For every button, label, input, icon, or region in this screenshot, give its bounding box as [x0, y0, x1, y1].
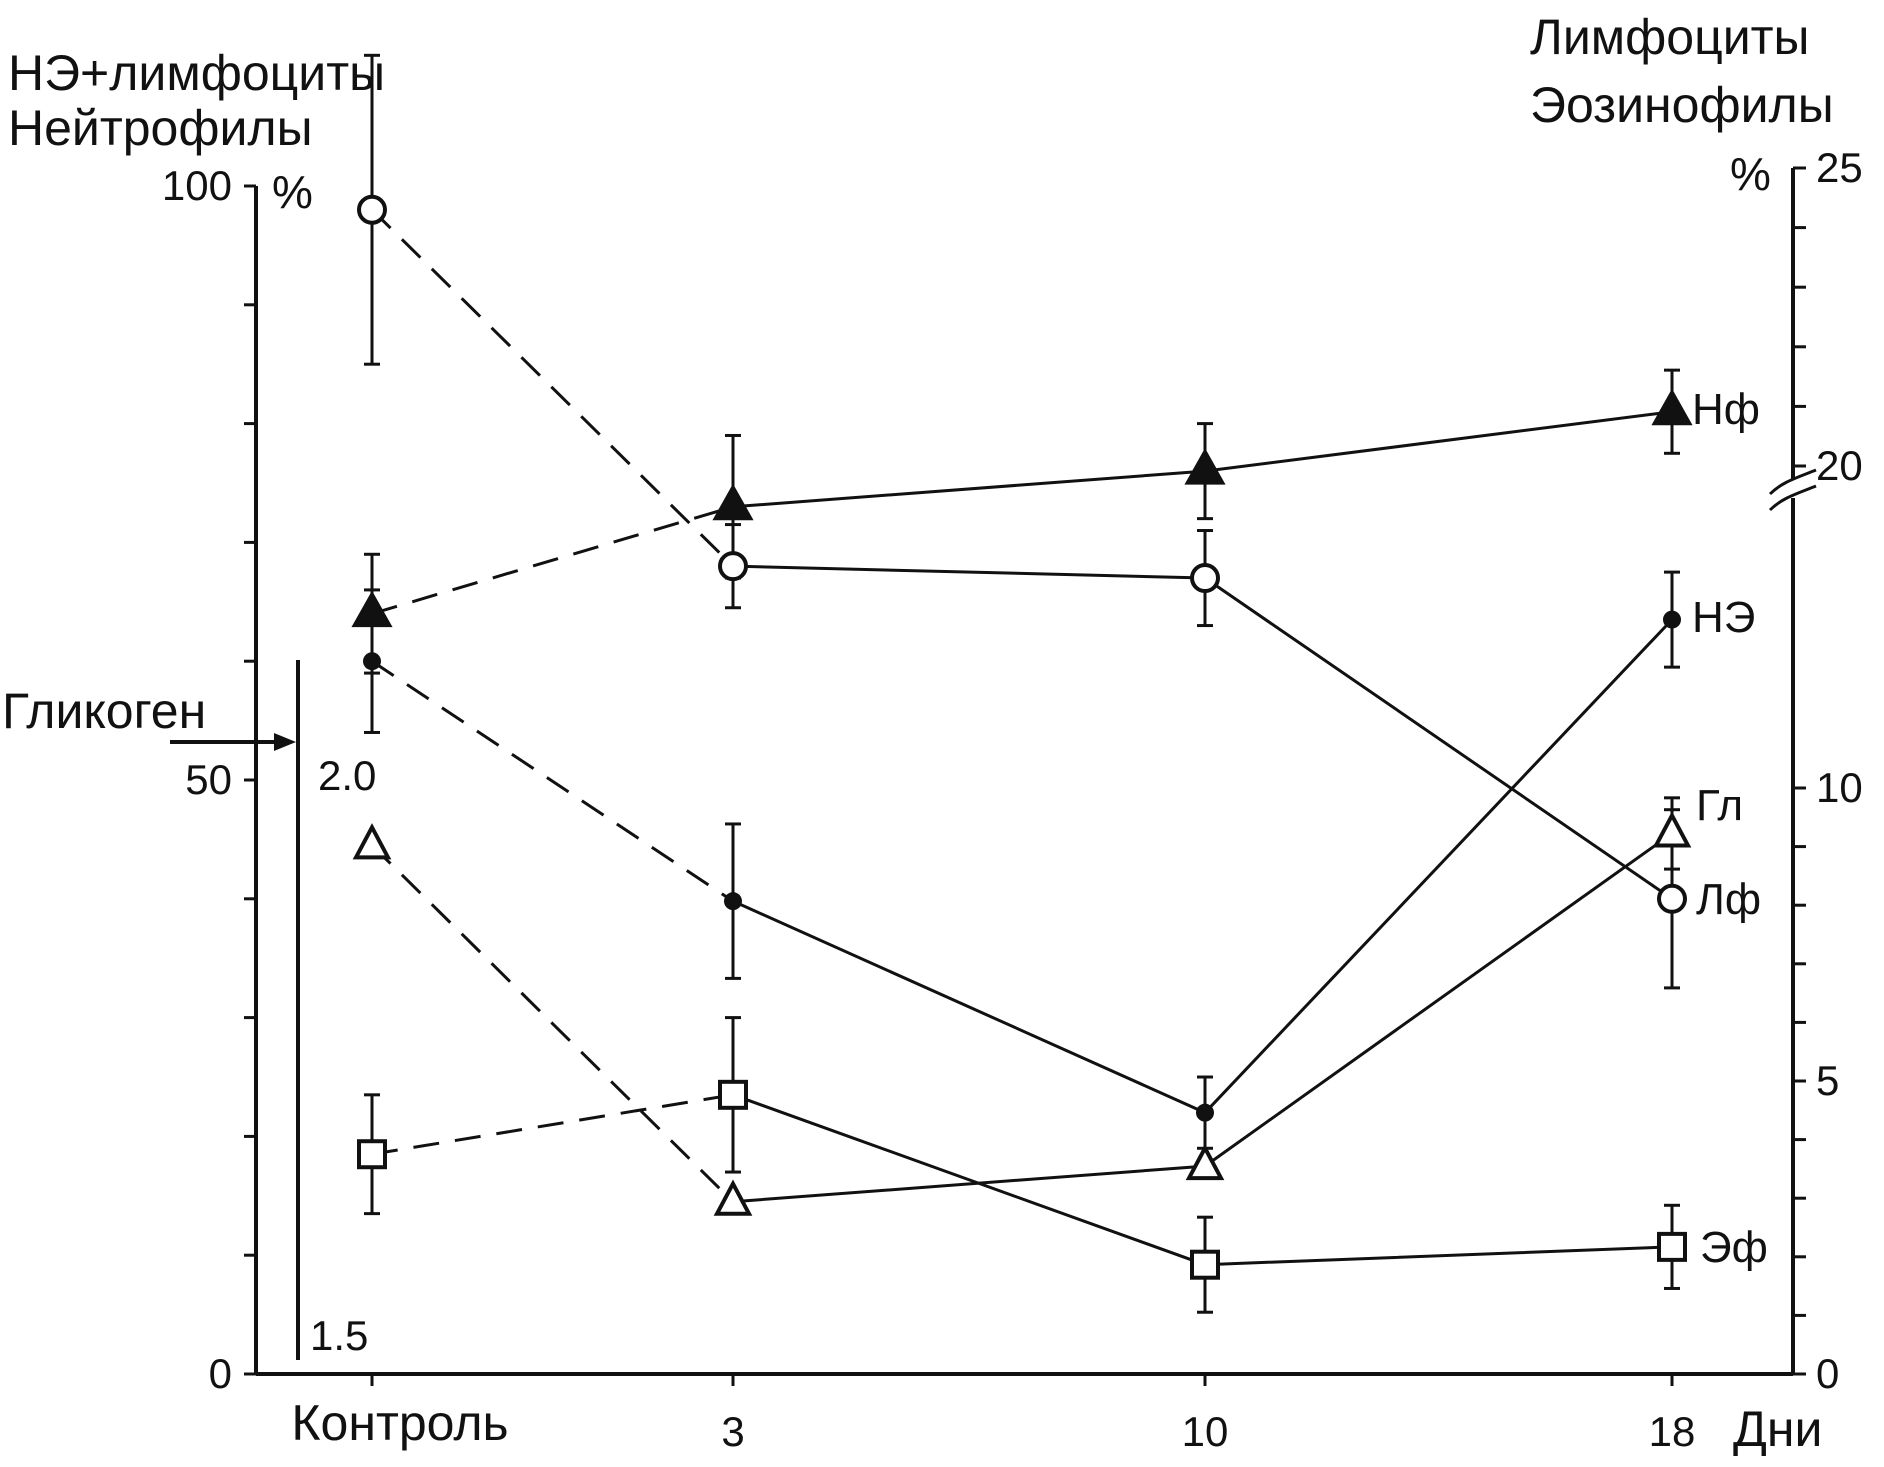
left-axis-tick-label: 100: [162, 162, 232, 209]
data-point: [357, 194, 387, 225]
series-line-dashed: [370, 844, 735, 1203]
data-point: [357, 1139, 387, 1170]
data-point: [718, 1079, 748, 1110]
series-filled-dot: НЭ: [363, 570, 1755, 1150]
right-axis-ticks: 0 5 10 20 25: [1793, 144, 1863, 1397]
series-line-dashed: [371, 659, 734, 903]
left-axis-ticks: 0 50 100: [162, 162, 256, 1397]
data-point: [352, 823, 392, 860]
data-point: [363, 652, 381, 671]
x-axis-tick-label: 10: [1182, 1408, 1229, 1455]
left-axis-tick-label: 0: [209, 1350, 232, 1397]
axis-break-mark-lower: [1768, 484, 1817, 512]
data-point: [1657, 883, 1687, 914]
data-point: [713, 1179, 753, 1216]
series-label: Лф: [1696, 875, 1761, 924]
right-axis-tick-label: 25: [1816, 144, 1863, 191]
glycogen-axis-title: Гликоген: [2, 683, 206, 739]
series-line-dashed: [371, 1093, 734, 1156]
data-point: [1657, 1231, 1687, 1262]
glycogen-tick-label-top: 2.0: [318, 752, 376, 799]
data-point: [1184, 448, 1226, 485]
x-axis-ticks: Контроль 3 10 18: [291, 1374, 1695, 1455]
right-axis-tick-label: 0: [1816, 1350, 1839, 1397]
series-open-triangle: Гл: [352, 781, 1743, 1216]
left-axis-title-line2: Нейтрофилы: [8, 100, 313, 156]
right-axis-tick-label: 10: [1816, 764, 1863, 811]
series-label: Эф: [1700, 1223, 1768, 1272]
series-label: Гл: [1696, 781, 1743, 830]
data-point: [718, 551, 748, 582]
right-axis: Лимфоциты Эозинофилы % 0 5 10 20 25: [1530, 9, 1863, 1397]
glycogen-axis: Гликоген 2.0 1.5: [2, 660, 376, 1360]
left-axis-tick-label: 50: [185, 756, 232, 803]
left-axis: НЭ+лимфоциты Нейтрофилы % 0 50 100: [8, 45, 385, 1397]
right-axis-tick-label: 5: [1816, 1057, 1839, 1104]
series-filled-triangle: Нф: [351, 368, 1760, 675]
x-axis-title: Дни: [1733, 1401, 1822, 1457]
right-axis-unit: %: [1730, 148, 1771, 200]
right-axis-title-line2: Эозинофилы: [1530, 77, 1834, 133]
data-point: [1196, 1103, 1214, 1122]
data-point: [712, 483, 754, 521]
glycogen-tick-label-bottom: 1.5: [310, 1312, 368, 1359]
x-axis-tick-label: 18: [1649, 1408, 1696, 1455]
series-label: Нф: [1692, 385, 1760, 434]
series-line: [732, 618, 1674, 1115]
series-line: [732, 564, 1673, 901]
left-axis-title-line1: НЭ+лимфоциты: [8, 45, 385, 101]
series-open-square: Эф: [357, 1016, 1768, 1314]
glycogen-arrow-head: [274, 733, 296, 751]
series-line-dashed: [370, 208, 735, 568]
plot-area: Нф Лф НЭ Гл Эф: [351, 53, 1768, 1314]
data-point: [1185, 1143, 1225, 1181]
series-open-circle: Лф: [357, 53, 1761, 990]
right-axis-title-line1: Лимфоциты: [1530, 9, 1809, 65]
data-point: [1663, 610, 1681, 629]
left-axis-unit: %: [272, 166, 313, 218]
series-label: НЭ: [1692, 593, 1755, 642]
axis-break-mark-upper: [1768, 468, 1817, 496]
data-point: [1651, 388, 1693, 426]
x-axis: Контроль 3 10 18 Дни: [256, 1372, 1822, 1457]
data-point: [1652, 811, 1692, 848]
x-axis-tick-label: Контроль: [291, 1395, 508, 1451]
x-axis-tick-label: 3: [721, 1408, 744, 1455]
right-axis-tick-label: 20: [1816, 442, 1863, 489]
data-point: [1190, 1249, 1220, 1280]
data-point: [724, 892, 742, 911]
data-point: [1190, 563, 1220, 594]
series-line-dashed: [371, 505, 734, 616]
